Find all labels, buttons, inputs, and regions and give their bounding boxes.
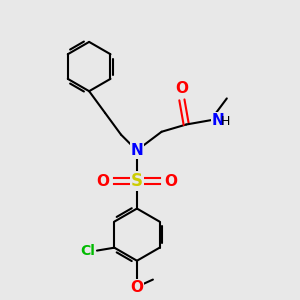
Text: O: O	[130, 280, 143, 295]
Text: H: H	[221, 115, 230, 128]
Text: Cl: Cl	[81, 244, 95, 258]
Text: S: S	[131, 172, 143, 190]
Text: O: O	[176, 81, 188, 96]
Text: N: N	[130, 143, 143, 158]
Text: O: O	[96, 173, 110, 188]
Text: O: O	[164, 173, 178, 188]
Text: N: N	[212, 113, 224, 128]
